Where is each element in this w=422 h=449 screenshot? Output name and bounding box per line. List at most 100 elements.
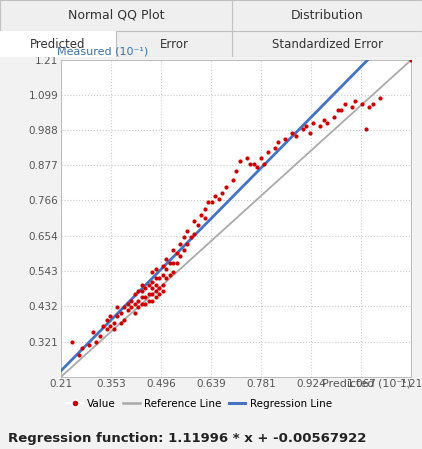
Point <box>142 300 149 308</box>
Point <box>338 107 345 114</box>
Point <box>170 259 177 266</box>
Point <box>173 259 180 266</box>
Point <box>135 287 142 295</box>
Point <box>289 129 296 136</box>
Point <box>177 253 184 260</box>
Point <box>117 310 124 317</box>
Point <box>121 316 127 323</box>
Point <box>131 300 138 308</box>
Point <box>68 338 75 345</box>
Point <box>181 247 187 254</box>
Point <box>107 322 114 330</box>
Point <box>138 287 145 295</box>
Point <box>310 119 317 127</box>
Text: Predicted: Predicted <box>30 38 86 50</box>
Point <box>275 139 282 146</box>
Point <box>208 199 215 206</box>
Point <box>173 250 180 257</box>
Point <box>149 278 156 285</box>
Point <box>96 332 103 339</box>
Point <box>292 132 299 139</box>
Point <box>349 104 355 111</box>
Point <box>306 129 313 136</box>
Point <box>236 158 243 165</box>
Point <box>142 294 149 301</box>
Point <box>160 262 166 269</box>
Point <box>160 281 166 288</box>
Point <box>205 199 212 206</box>
Point <box>124 300 131 308</box>
Text: Measured (10⁻¹): Measured (10⁻¹) <box>57 46 148 56</box>
Point <box>145 291 152 298</box>
Point <box>271 145 278 152</box>
Point <box>359 101 366 108</box>
Point <box>111 319 117 326</box>
Point <box>160 287 166 295</box>
Point <box>131 291 138 298</box>
Point <box>300 126 306 133</box>
Point <box>352 97 359 105</box>
Point <box>152 275 159 282</box>
Point <box>219 189 226 197</box>
Point <box>124 307 131 314</box>
Point <box>181 233 187 241</box>
Point <box>191 218 197 225</box>
Point <box>128 304 135 311</box>
Point <box>257 154 264 162</box>
Point <box>79 344 86 352</box>
Point <box>317 123 324 130</box>
Point <box>145 297 152 304</box>
Point <box>149 297 156 304</box>
Point <box>408 56 415 63</box>
Point <box>138 300 145 308</box>
Point <box>233 167 240 174</box>
Point <box>93 338 100 345</box>
Point <box>324 119 331 127</box>
Point <box>331 113 338 120</box>
Point <box>160 272 166 279</box>
Text: Regression function: 1.11996 * x + -0.00567922: Regression function: 1.11996 * x + -0.00… <box>8 432 367 445</box>
Point <box>100 322 107 330</box>
Point <box>76 351 82 358</box>
Point <box>216 196 222 203</box>
Point <box>191 230 197 238</box>
Point <box>187 233 194 241</box>
Text: Normal QQ Plot: Normal QQ Plot <box>68 9 164 22</box>
Point <box>117 319 124 326</box>
Point <box>111 326 117 333</box>
Point <box>103 326 110 333</box>
Text: Distribution: Distribution <box>291 9 363 22</box>
Point <box>212 193 219 200</box>
Point <box>282 136 289 143</box>
Point <box>335 107 341 114</box>
Point <box>156 275 162 282</box>
Point <box>321 116 327 123</box>
Point <box>341 101 348 108</box>
Point <box>163 256 170 263</box>
Point <box>201 215 208 222</box>
Point <box>251 161 257 168</box>
Point <box>114 304 121 311</box>
Point <box>370 101 376 108</box>
Point <box>184 240 191 247</box>
Point <box>247 161 254 168</box>
Point <box>131 310 138 317</box>
Point <box>138 294 145 301</box>
Point <box>152 287 159 295</box>
Point <box>201 205 208 212</box>
Point <box>86 341 92 348</box>
Point <box>152 294 159 301</box>
Point <box>166 259 173 266</box>
Point <box>222 183 229 190</box>
Text: Standardized Error: Standardized Error <box>271 38 383 50</box>
Point <box>138 281 145 288</box>
Point <box>376 94 383 101</box>
Point <box>89 329 96 336</box>
Point <box>149 284 156 291</box>
Point <box>184 227 191 234</box>
Point <box>135 304 142 311</box>
Point <box>366 104 373 111</box>
Point <box>170 269 177 276</box>
Point <box>107 313 114 320</box>
Point <box>152 281 159 288</box>
